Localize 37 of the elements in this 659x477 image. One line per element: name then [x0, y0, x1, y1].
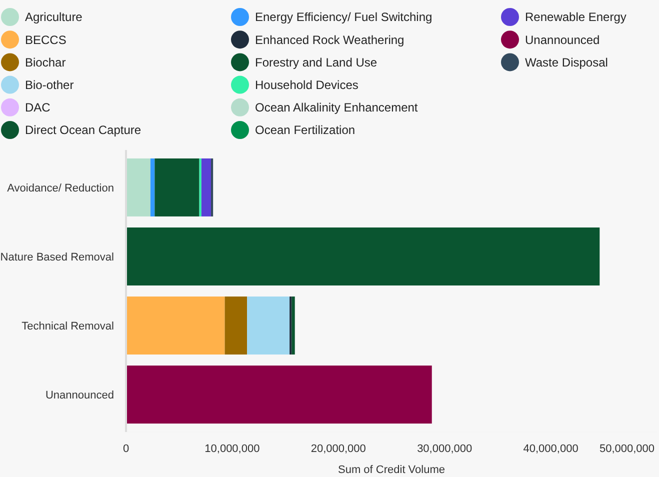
legend-label: Ocean Alkalinity Enhancement — [255, 100, 418, 115]
legend-label: Biochar — [25, 55, 66, 70]
bar — [150, 158, 155, 216]
bar — [292, 296, 295, 355]
bar — [126, 296, 225, 355]
bar — [210, 158, 214, 216]
x-tick-label: 40,000,000 — [523, 443, 578, 455]
legend-label: Direct Ocean Capture — [25, 123, 142, 138]
x-axis-title: Sum of Credit Volume — [338, 464, 445, 476]
legend-label: Unannounced — [525, 32, 600, 47]
legend-label: Agriculture — [25, 10, 83, 24]
y-tick-label: Technical Removal — [22, 320, 114, 332]
bar — [126, 227, 600, 286]
bar — [126, 158, 150, 216]
x-tick-label: 30,000,000 — [417, 443, 472, 455]
legend-label: Ocean Fertilization — [255, 123, 356, 138]
y-tick-label: Nature Based Removal — [0, 251, 114, 264]
legend-label: Forestry and Land Use — [255, 55, 378, 70]
bar — [201, 158, 211, 216]
legend-label: Enhanced Rock Weathering — [255, 32, 404, 47]
bar — [154, 158, 200, 216]
legend-label: Bio-other — [25, 78, 74, 92]
bar — [126, 366, 432, 424]
y-tick-label: Unannounced — [45, 389, 114, 402]
bar — [247, 296, 290, 355]
x-tick-label: 0 — [122, 443, 130, 455]
legend-label: Waste Disposal — [525, 55, 608, 70]
x-tick-label: 20,000,000 — [310, 443, 366, 455]
x-tick-label: 50,000,000 — [599, 443, 655, 455]
legend-label: Household Devices — [255, 78, 358, 92]
bar — [224, 296, 248, 355]
legend-label: Renewable Energy — [525, 10, 626, 24]
legend-label: Energy Efficiency/ Fuel Switching — [255, 10, 432, 24]
x-tick-label: 10,000,000 — [204, 443, 260, 455]
legend-label: BECCS — [25, 32, 66, 47]
legend-label: DAC — [25, 100, 51, 115]
y-tick-label: Avoidance/ Reduction — [7, 182, 114, 194]
